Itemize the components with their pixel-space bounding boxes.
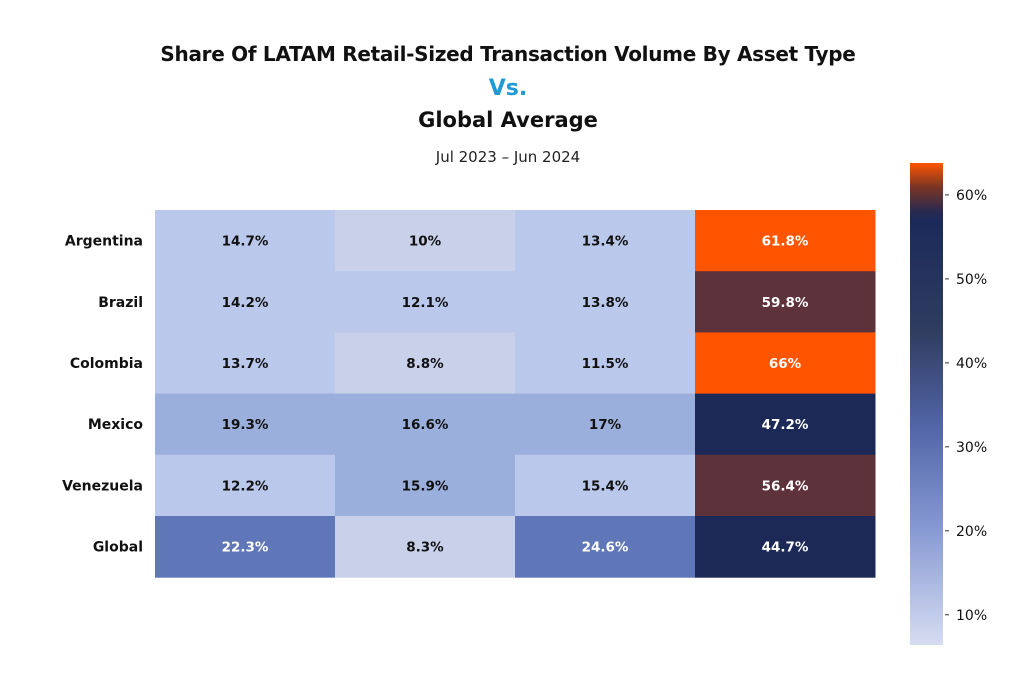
heatmap-cell — [695, 516, 876, 578]
heatmap-cell — [155, 271, 336, 333]
cell-value-label: 13.7% — [222, 356, 269, 372]
cell-value-label: 12.2% — [222, 478, 269, 494]
row-label: Colombia — [70, 356, 143, 372]
chart-subtitle: Jul 2023 – Jun 2024 — [435, 148, 581, 166]
colorbar-tick-label: 10% — [956, 608, 987, 624]
heatmap-cell — [155, 210, 336, 272]
colorbar — [910, 163, 943, 645]
heatmap-cell — [695, 332, 876, 395]
heatmap-cell — [335, 210, 516, 272]
cell-value-label: 22.3% — [222, 540, 269, 556]
colorbar-tick-label: 40% — [956, 356, 987, 372]
heatmap-cell — [515, 454, 696, 517]
cell-value-label: 13.4% — [582, 234, 629, 250]
cell-value-label: 13.8% — [582, 295, 629, 311]
cell-value-label: 15.4% — [582, 478, 629, 494]
cell-value-label: 66% — [769, 356, 802, 372]
heatmap-cell — [515, 332, 696, 395]
chart-title: Share Of LATAM Retail-Sized Transaction … — [160, 42, 856, 66]
row-label: Argentina — [65, 234, 143, 250]
chart-title-connector: Vs. — [488, 76, 528, 101]
colorbar-tick-label: 50% — [956, 272, 987, 288]
heatmap-cell — [335, 454, 516, 517]
heatmap-cell — [335, 393, 516, 456]
cell-value-label: 14.2% — [222, 295, 269, 311]
heatmap-cell — [515, 393, 696, 456]
heatmap-cell — [155, 393, 336, 456]
cell-value-label: 16.6% — [402, 417, 449, 433]
heatmap-cell — [335, 271, 516, 333]
cell-value-label: 8.8% — [406, 356, 444, 372]
cell-value-label: 17% — [589, 417, 622, 433]
heatmap-cell — [695, 271, 876, 333]
cell-value-label: 8.3% — [406, 540, 444, 556]
cell-value-label: 61.8% — [762, 234, 809, 250]
cell-value-label: 56.4% — [762, 478, 809, 494]
cell-value-label: 24.6% — [582, 540, 629, 556]
heatmap-cell — [515, 516, 696, 578]
chart-title-line3: Global Average — [418, 108, 598, 132]
cell-value-label: 11.5% — [582, 356, 629, 372]
heatmap-cell — [335, 516, 516, 578]
cell-value-label: 47.2% — [762, 417, 809, 433]
colorbar-tick-label: 60% — [956, 188, 987, 204]
colorbar-tick-label: 20% — [956, 524, 987, 540]
row-label: Global — [93, 540, 143, 556]
row-label: Mexico — [88, 417, 144, 433]
heatmap-cell — [695, 393, 876, 456]
cell-value-label: 10% — [409, 234, 442, 250]
heatmap-cell — [695, 454, 876, 517]
heatmap-cell — [155, 332, 336, 395]
row-label: Brazil — [98, 295, 143, 311]
cell-value-label: 15.9% — [402, 478, 449, 494]
heatmap-cell — [515, 271, 696, 333]
cell-value-label: 59.8% — [762, 295, 809, 311]
cell-value-label: 14.7% — [222, 234, 269, 250]
row-label: Venezuela — [62, 478, 143, 494]
heatmap-cell — [155, 454, 336, 517]
cell-value-label: 19.3% — [222, 417, 269, 433]
heatmap-cell — [515, 210, 696, 272]
heatmap-cell — [155, 516, 336, 578]
heatmap-cell — [335, 332, 516, 395]
heatmap-cell — [695, 210, 876, 272]
colorbar-tick-label: 30% — [956, 440, 987, 456]
cell-value-label: 44.7% — [762, 540, 809, 556]
cell-value-label: 12.1% — [402, 295, 449, 311]
